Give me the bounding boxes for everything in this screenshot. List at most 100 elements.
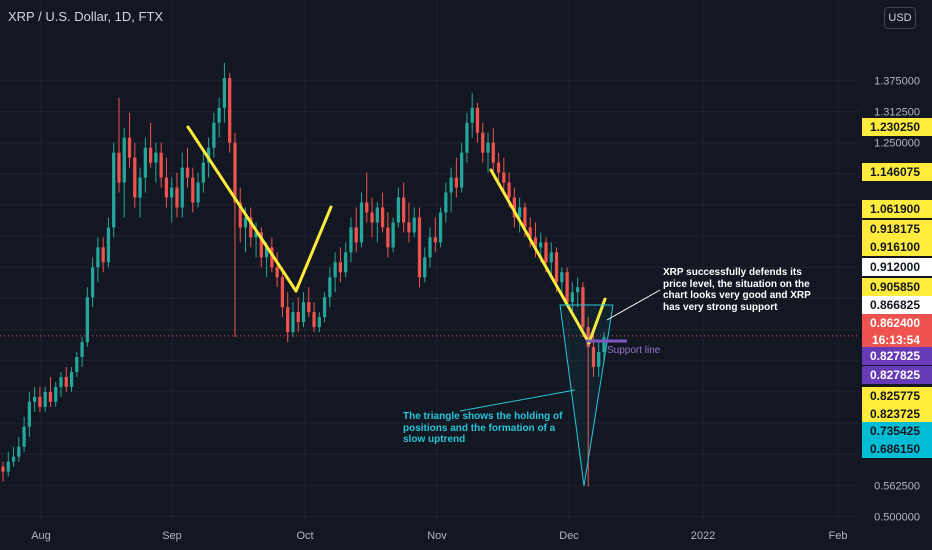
candle-body — [586, 327, 590, 348]
triangle-pattern — [559, 304, 614, 487]
candle-body — [423, 257, 427, 278]
x-axis-label: Feb — [829, 530, 848, 542]
candle-body — [322, 297, 327, 318]
candle-body — [380, 207, 385, 228]
candle-body — [312, 312, 316, 328]
triangle-callout-line — [459, 389, 576, 412]
price-badge-label: 1.061900 — [870, 202, 920, 216]
candle-body — [280, 277, 285, 308]
candle-body — [454, 177, 459, 188]
candle-body — [59, 376, 63, 387]
x-axis-label: Aug — [31, 530, 51, 542]
candle-body — [554, 252, 559, 283]
price-badge — [862, 163, 932, 181]
candle-body — [138, 177, 142, 198]
price-badge — [862, 366, 932, 384]
candle-body — [433, 237, 437, 243]
candle-body — [32, 396, 37, 402]
price-badge — [862, 440, 932, 458]
support-line-label: Support line — [607, 345, 661, 356]
price-badge-label: 0.862400 — [870, 316, 920, 330]
x-axis-label: Sep — [162, 530, 182, 542]
price-badge — [862, 118, 932, 136]
candle-body — [122, 137, 126, 183]
candle-body — [206, 147, 211, 163]
candle-body — [496, 162, 501, 173]
candle-body — [196, 182, 200, 203]
candle-body — [359, 202, 364, 243]
price-badge-label: 0.735425 — [870, 424, 920, 438]
candle-body — [228, 77, 232, 143]
candle-body — [375, 207, 379, 223]
price-badge — [862, 200, 932, 218]
candle-body — [164, 177, 169, 198]
candle-body — [1, 466, 5, 472]
candle-body — [185, 167, 190, 178]
x-axis-label: Nov — [427, 530, 447, 542]
price-badge — [862, 387, 932, 405]
y-axis-label: 1.250000 — [874, 138, 920, 150]
price-badge — [862, 220, 932, 238]
price-badge — [862, 347, 932, 365]
candle-body — [502, 172, 506, 183]
candle-body — [349, 227, 353, 253]
candle-body — [217, 107, 221, 123]
price-badge-label: 0.916100 — [870, 240, 920, 254]
candle-body — [528, 227, 532, 238]
candle-body — [143, 147, 147, 178]
price-badge — [862, 238, 932, 256]
candle-body — [243, 217, 248, 228]
candle-body — [127, 137, 132, 158]
candle-body — [370, 212, 374, 223]
y-axis-label: 1.312500 — [874, 107, 920, 119]
candle-body — [549, 252, 553, 263]
candle-body — [544, 242, 548, 263]
candle-body — [291, 312, 295, 333]
trend-line — [587, 297, 607, 345]
candle-body — [201, 162, 205, 183]
candle-body — [491, 142, 495, 163]
candle-body — [90, 267, 95, 298]
candle-body — [460, 152, 464, 188]
price-badge — [862, 314, 932, 332]
price-badge — [862, 278, 932, 296]
candle-body — [275, 267, 279, 278]
candle-body — [212, 122, 216, 148]
candle-body — [576, 287, 580, 293]
candle-body — [444, 192, 448, 213]
price-badge — [862, 258, 932, 276]
candle-body — [222, 77, 227, 108]
candle-body — [117, 152, 121, 183]
candle-body — [597, 352, 601, 367]
price-badge — [862, 331, 932, 349]
x-axis-label: Oct — [296, 530, 313, 542]
candle-body — [75, 357, 79, 372]
y-axis-label: 1.375000 — [874, 75, 920, 87]
candle-body — [48, 391, 53, 402]
candle-body — [254, 232, 258, 238]
candle-body — [170, 187, 174, 198]
price-badge-label: 0.686150 — [870, 442, 920, 456]
price-badge-label: 0.912000 — [870, 260, 920, 274]
candle-body — [570, 292, 575, 303]
candle-body — [106, 227, 111, 263]
candle-body — [512, 197, 517, 218]
price-badge — [862, 296, 932, 314]
price-badge-label: 0.825775 — [870, 389, 920, 403]
trend-line — [294, 205, 333, 293]
price-badge-label: 16:13:54 — [872, 333, 920, 347]
candle-body — [159, 152, 163, 178]
candle-body — [565, 272, 569, 303]
candle-body — [154, 152, 158, 163]
x-axis-label: Dec — [559, 530, 579, 542]
candle-body — [417, 217, 422, 278]
candle-body — [17, 446, 21, 457]
candle-body — [175, 187, 179, 208]
candle-body — [581, 287, 585, 328]
candle-body — [11, 456, 16, 462]
candle-body — [249, 217, 253, 238]
candle-body — [602, 337, 606, 353]
currency-button[interactable]: USD — [884, 7, 916, 29]
